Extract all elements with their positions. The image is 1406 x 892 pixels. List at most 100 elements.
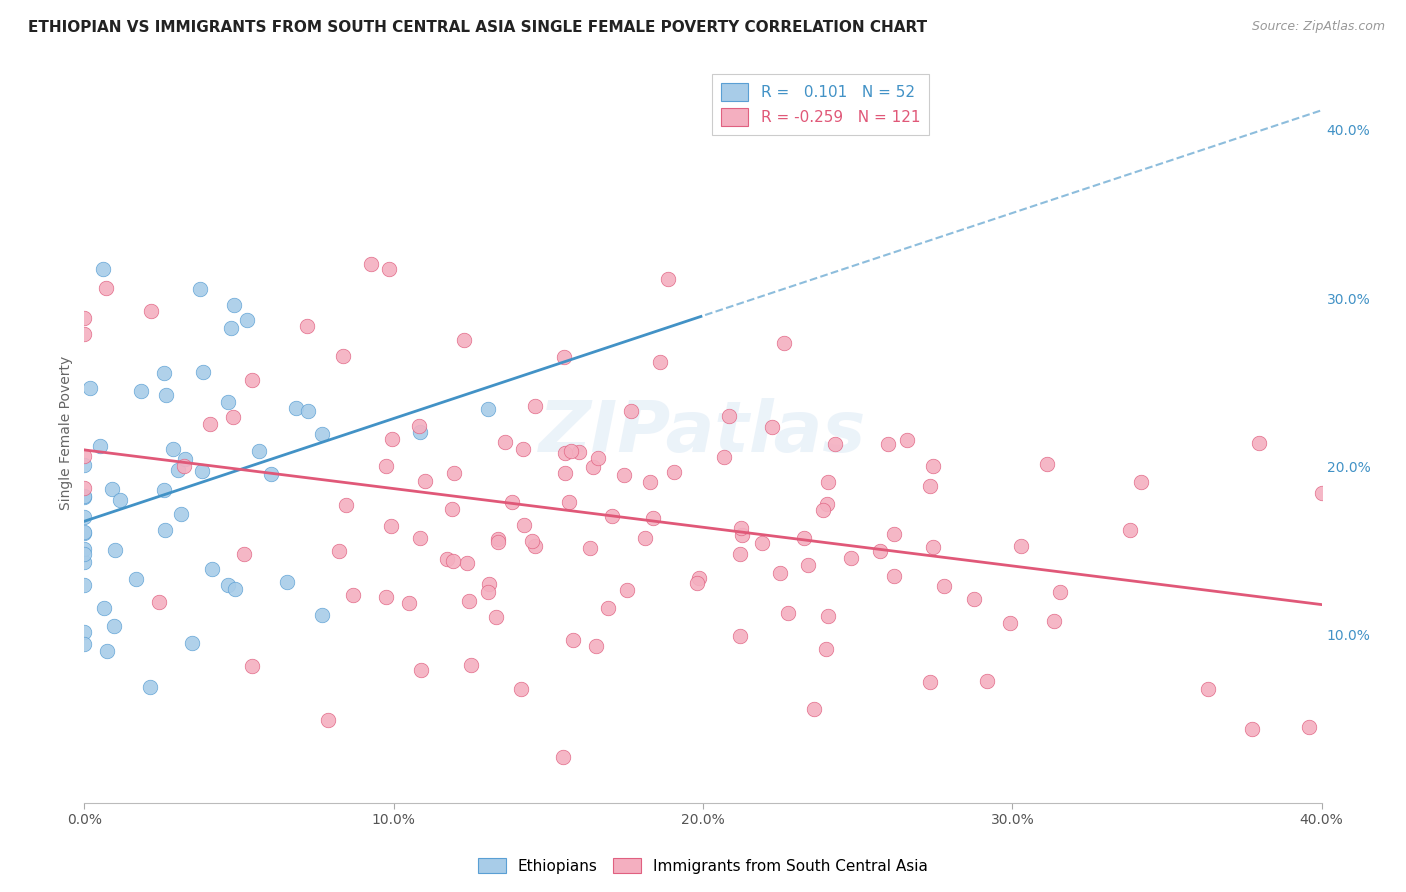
- Point: [162, 442, 184, 457]
- Point: [718, 409, 741, 424]
- Point: [554, 466, 576, 480]
- Point: [803, 702, 825, 716]
- Point: [93, 601, 115, 615]
- Point: [96, 644, 118, 658]
- Text: Source: ZipAtlas.com: Source: ZipAtlas.com: [1251, 20, 1385, 33]
- Point: [443, 466, 465, 480]
- Point: [641, 510, 664, 524]
- Point: [153, 366, 176, 380]
- Point: [217, 578, 239, 592]
- Point: [662, 465, 685, 479]
- Point: [224, 298, 246, 312]
- Point: [381, 433, 404, 447]
- Point: [918, 479, 941, 493]
- Point: [869, 544, 891, 558]
- Point: [998, 615, 1021, 630]
- Point: [73, 547, 96, 561]
- Point: [103, 619, 125, 633]
- Point: [166, 462, 188, 476]
- Point: [613, 467, 636, 482]
- Point: [221, 321, 243, 335]
- Point: [375, 458, 398, 473]
- Point: [73, 555, 96, 569]
- Point: [797, 558, 820, 572]
- Point: [616, 583, 638, 598]
- Point: [73, 449, 96, 463]
- Point: [824, 436, 846, 450]
- Point: [104, 542, 127, 557]
- Text: ETHIOPIAN VS IMMIGRANTS FROM SOUTH CENTRAL ASIA SINGLE FEMALE POVERTY CORRELATIO: ETHIOPIAN VS IMMIGRANTS FROM SOUTH CENTR…: [28, 20, 927, 35]
- Point: [247, 444, 270, 458]
- Point: [494, 434, 516, 449]
- Point: [1119, 523, 1142, 537]
- Point: [328, 543, 350, 558]
- Point: [728, 547, 751, 561]
- Point: [173, 459, 195, 474]
- Point: [585, 639, 607, 653]
- Point: [73, 578, 96, 592]
- Point: [922, 541, 945, 555]
- Point: [815, 497, 838, 511]
- Point: [73, 310, 96, 325]
- Point: [509, 682, 531, 697]
- Point: [193, 365, 215, 379]
- Point: [558, 495, 581, 509]
- Point: [1049, 585, 1071, 599]
- Point: [839, 551, 862, 566]
- Point: [896, 433, 918, 447]
- Point: [436, 551, 458, 566]
- Point: [728, 630, 751, 644]
- Point: [73, 481, 96, 495]
- Point: [976, 674, 998, 689]
- Point: [922, 458, 945, 473]
- Point: [876, 437, 898, 451]
- Point: [153, 483, 176, 498]
- Point: [817, 475, 839, 489]
- Point: [73, 326, 96, 341]
- Point: [688, 571, 710, 585]
- Point: [793, 532, 815, 546]
- Point: [174, 452, 197, 467]
- Point: [478, 577, 501, 591]
- Point: [409, 425, 432, 439]
- Point: [456, 557, 478, 571]
- Point: [94, 281, 117, 295]
- Point: [201, 562, 224, 576]
- Point: [101, 482, 124, 496]
- Y-axis label: Single Female Poverty: Single Female Poverty: [59, 356, 73, 509]
- Point: [761, 420, 783, 434]
- Point: [295, 318, 318, 333]
- Point: [815, 642, 838, 657]
- Point: [751, 535, 773, 549]
- Point: [108, 493, 131, 508]
- Point: [1010, 539, 1032, 553]
- Point: [73, 525, 96, 540]
- Point: [582, 459, 605, 474]
- Point: [520, 534, 543, 549]
- Point: [453, 333, 475, 347]
- Point: [297, 404, 319, 418]
- Point: [686, 575, 709, 590]
- Point: [235, 313, 257, 327]
- Point: [398, 596, 420, 610]
- Point: [276, 574, 298, 589]
- Point: [332, 349, 354, 363]
- Point: [190, 282, 212, 296]
- Point: [776, 606, 799, 620]
- Point: [73, 637, 96, 651]
- Point: [553, 350, 575, 364]
- Point: [638, 475, 661, 489]
- Point: [79, 381, 101, 395]
- Point: [217, 394, 239, 409]
- Point: [513, 518, 536, 533]
- Point: [553, 750, 575, 764]
- Point: [153, 523, 176, 537]
- Text: ZIPatlas: ZIPatlas: [540, 398, 866, 467]
- Point: [124, 572, 146, 586]
- Point: [1036, 457, 1059, 471]
- Point: [560, 443, 582, 458]
- Point: [460, 658, 482, 673]
- Point: [920, 674, 942, 689]
- Point: [155, 388, 177, 402]
- Point: [139, 304, 162, 318]
